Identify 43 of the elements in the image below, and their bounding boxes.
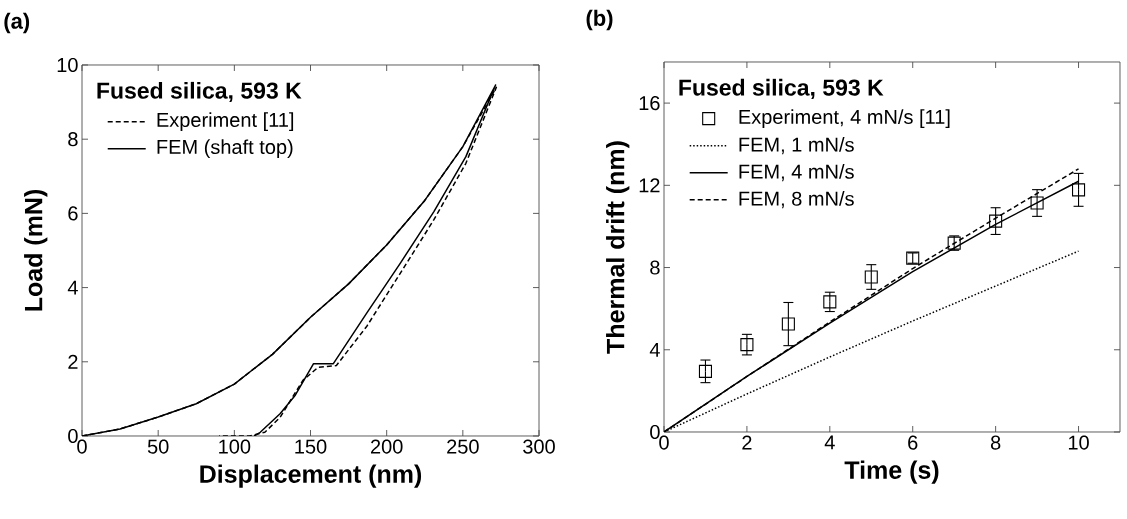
x-axis-title: Displacement (nm) (200, 464, 422, 488)
chart-title: (a) (4, 12, 30, 34)
x-tick-label: 50 (147, 439, 169, 454)
x-tick-label: 200 (370, 439, 403, 454)
y-tick-label: 6 (68, 206, 78, 221)
point (781, 317, 795, 331)
point (823, 295, 837, 309)
y-tick-label: 0 (650, 424, 660, 440)
chart-title: (b) (586, 9, 613, 31)
x-tick-label: 100 (219, 439, 251, 454)
x-tick-label: 10 (1068, 435, 1089, 450)
y-axis-title: Thermal drift (nm) (606, 141, 630, 354)
legend-label: FEM (shaft top) (157, 139, 293, 159)
point (740, 338, 754, 352)
x-axis-title: Time (s) (844, 460, 939, 484)
point (864, 270, 878, 284)
y-tick-label: 4 (67, 280, 78, 295)
y-tick-label: 12 (639, 178, 660, 193)
x-tick-label: 8 (990, 435, 1001, 450)
x-tick-label: 4 (824, 435, 835, 450)
legend-label: FEM, 1 mN/s (739, 137, 854, 155)
y-tick-label: 8 (650, 260, 660, 275)
y-axis-title: Load (mN) (24, 189, 48, 311)
legend-label: FEM, 4 mN/s (739, 164, 854, 182)
x-tick-label: 2 (742, 435, 752, 450)
y-tick-label: 2 (68, 354, 78, 369)
legend-label: Experiment, 4 mN/s [11] (739, 109, 950, 128)
legend-title: Fused silica, 593 K (679, 78, 884, 100)
y-tick-label: 10 (57, 57, 78, 73)
point (1030, 196, 1044, 210)
y-tick-label: 8 (68, 132, 78, 147)
x-tick-label: 250 (447, 439, 479, 454)
y-tick-label: 4 (649, 342, 660, 357)
point (1071, 183, 1086, 197)
x-tick-label: 6 (908, 435, 918, 450)
x-tick-label: 300 (523, 439, 555, 454)
x-tick-label: 150 (295, 439, 327, 454)
legend-title: Fused silica, 593 K (97, 81, 302, 103)
legend-label: FEM, 8 mN/s (739, 191, 854, 209)
legend-label: Experiment [11] (157, 112, 294, 132)
point (698, 364, 713, 378)
point (989, 214, 1003, 228)
y-tick-label: 16 (639, 96, 660, 111)
